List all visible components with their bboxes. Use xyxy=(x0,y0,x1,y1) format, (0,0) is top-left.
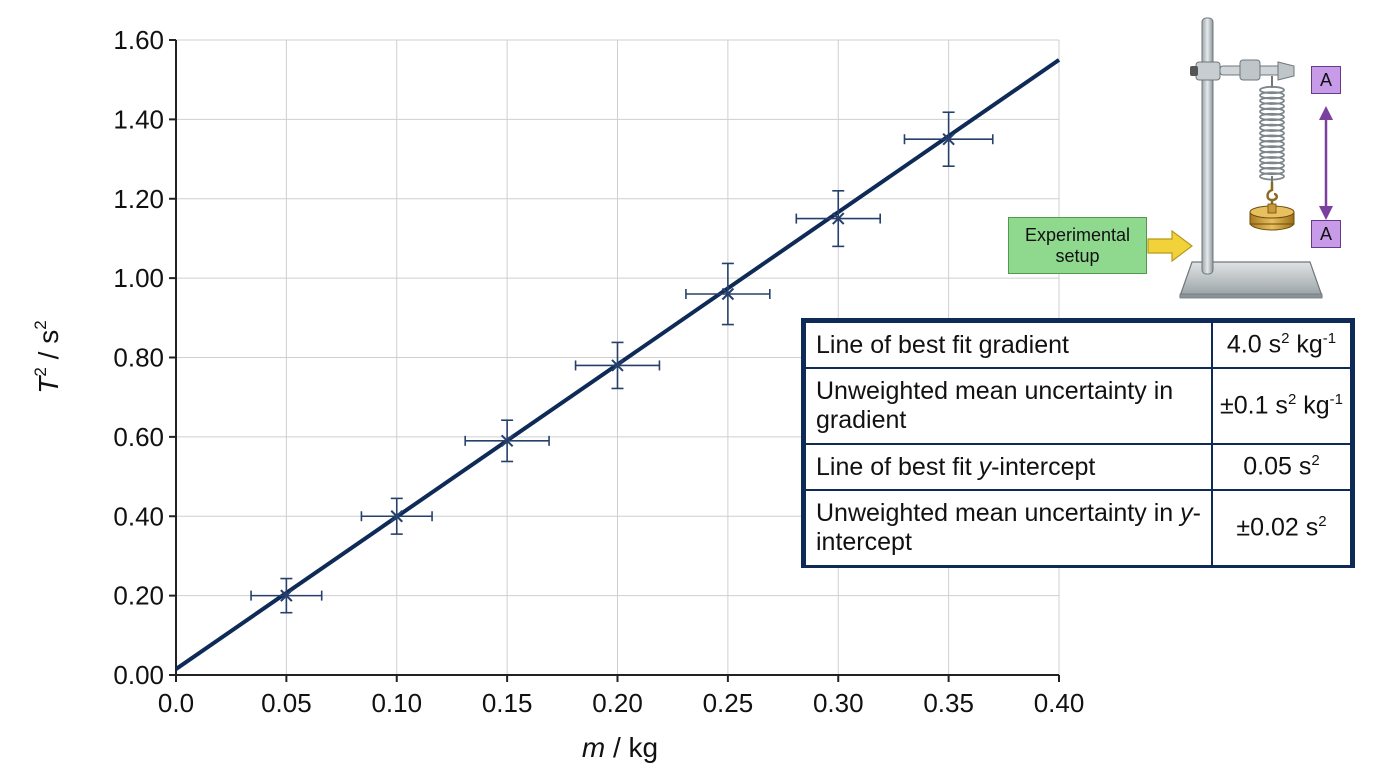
x-tick-label: 0.05 xyxy=(261,688,312,718)
intercept-label: Line of best fit y-intercept xyxy=(804,443,1213,491)
data-point xyxy=(903,111,994,168)
y-tick-label: 1.60 xyxy=(113,25,164,55)
x-tick-labels: 0.0 0.05 0.10 0.15 0.20 0.25 0.30 0.35 0.40 xyxy=(158,675,1084,718)
data-points xyxy=(250,111,994,614)
x-axis-label: m / kg xyxy=(582,732,658,763)
hook-icon xyxy=(1266,182,1278,202)
cross-marker xyxy=(390,510,403,523)
experimental-setup-label: Experimental setup xyxy=(1008,217,1147,274)
x-tick-label: 0.0 xyxy=(158,688,194,718)
intercept-uncertainty-value: ±0.02 s2 xyxy=(1211,489,1352,567)
data-point xyxy=(464,419,550,463)
y-tick-label: 1.00 xyxy=(113,263,164,293)
x-tick-label: 0.25 xyxy=(703,688,754,718)
x-tick-label: 0.20 xyxy=(592,688,643,718)
y-tick-label: 0.60 xyxy=(113,422,164,452)
retort-rod-icon xyxy=(1201,17,1214,275)
y-tick-label: 0.20 xyxy=(113,581,164,611)
cross-marker xyxy=(721,287,735,301)
gradient-uncertainty-label: Unweighted mean uncertainty in gradient xyxy=(804,367,1213,445)
y-tick-label: 0.40 xyxy=(113,501,164,531)
position-marker-bottom: A xyxy=(1311,220,1341,248)
clamp-icon xyxy=(1190,59,1295,81)
amplitude-arrow-icon xyxy=(1319,106,1333,220)
x-tick-label: 0.35 xyxy=(923,688,974,718)
y-tick-label: 0.00 xyxy=(113,660,164,690)
position-marker-top: A xyxy=(1311,66,1341,94)
spring-apparatus-illustration xyxy=(1179,17,1333,299)
x-tick-label: 0.15 xyxy=(482,688,533,718)
intercept-value: 0.05 s2 xyxy=(1211,443,1352,491)
y-tick-label: 1.40 xyxy=(113,104,164,134)
retort-base-icon xyxy=(1179,261,1323,299)
table-row: Unweighted mean uncertainty in y-interce… xyxy=(804,489,1352,567)
data-point xyxy=(795,190,881,248)
y-tick-label: 0.80 xyxy=(113,343,164,373)
spring-icon xyxy=(1259,76,1285,184)
gradient-uncertainty-value: ±0.1 s2 kg-1 xyxy=(1211,367,1352,445)
y-axis-label: T2 / s2 xyxy=(31,320,64,393)
table-row: Line of best fit gradient 4.0 s2 kg-1 xyxy=(804,321,1352,369)
x-tick-label: 0.30 xyxy=(813,688,864,718)
data-point xyxy=(685,262,771,326)
table-row: Line of best fit y-intercept 0.05 s2 xyxy=(804,443,1352,491)
results-table: Line of best fit gradient 4.0 s2 kg-1 Un… xyxy=(801,318,1355,568)
cross-marker xyxy=(280,589,293,602)
cross-marker xyxy=(500,434,514,448)
data-point xyxy=(574,341,661,390)
cross-marker xyxy=(611,359,624,372)
setup-pointer-arrow-icon xyxy=(1147,229,1193,263)
intercept-uncertainty-label: Unweighted mean uncertainty in y-interce… xyxy=(804,489,1213,567)
table-row: Unweighted mean uncertainty in gradient … xyxy=(804,367,1352,445)
data-point xyxy=(250,577,323,614)
y-tick-labels: 0.00 0.20 0.40 0.60 0.80 1.00 1.20 1.40 1.60 xyxy=(113,25,176,690)
x-tick-label: 0.10 xyxy=(371,688,422,718)
x-tick-label: 0.40 xyxy=(1034,688,1085,718)
gradient-label: Line of best fit gradient xyxy=(804,321,1213,369)
mass-icon xyxy=(1249,203,1295,231)
y-tick-label: 1.20 xyxy=(113,184,164,214)
cross-marker xyxy=(832,212,845,225)
gradient-value: 4.0 s2 kg-1 xyxy=(1211,321,1352,369)
data-point xyxy=(360,497,433,535)
cross-marker xyxy=(942,133,955,146)
